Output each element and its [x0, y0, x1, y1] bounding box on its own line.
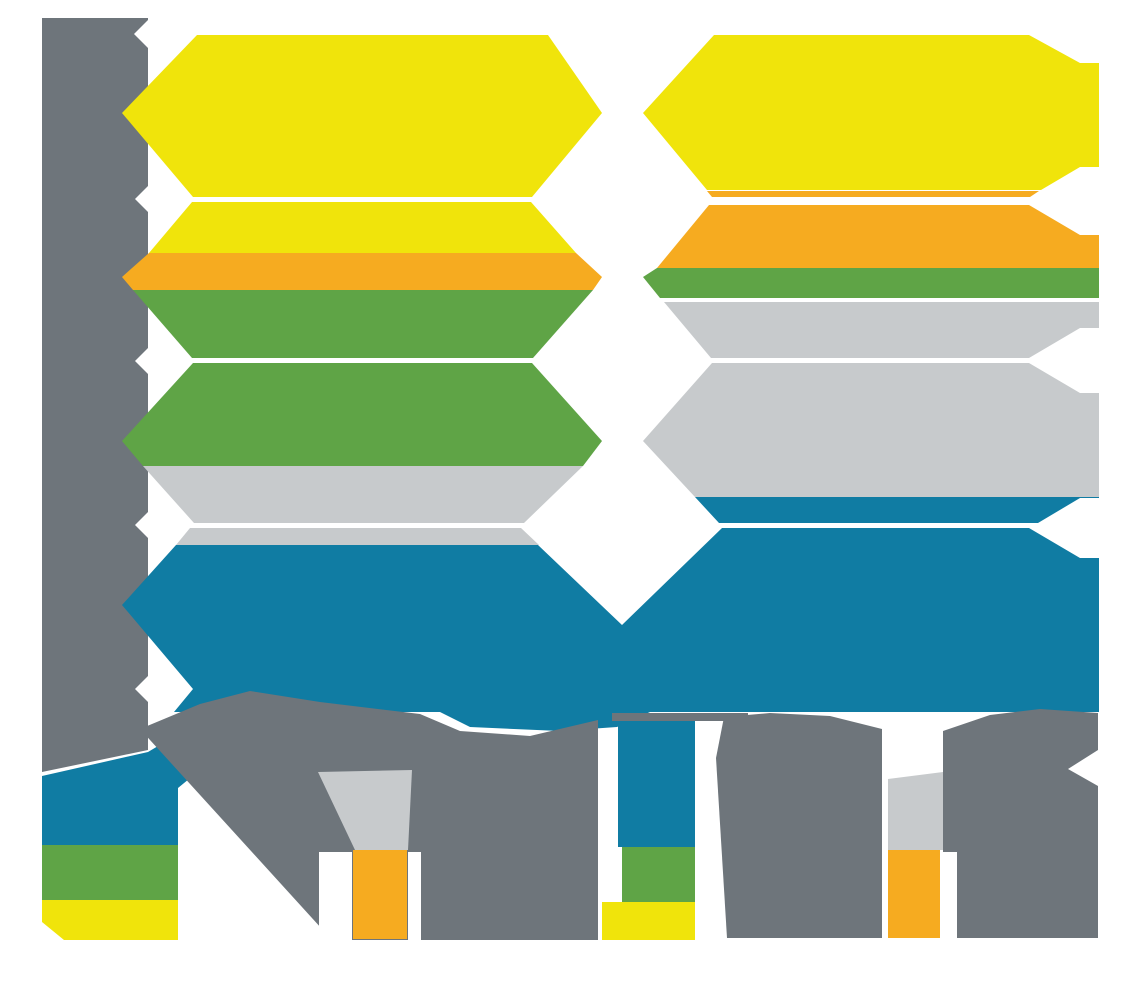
- merged-teal-band: [122, 528, 1099, 731]
- left-banner-lightgray: [143, 466, 583, 523]
- right-strip-orange-thin: [707, 191, 1039, 197]
- orange-vertical-bar-left: [353, 850, 407, 939]
- right-banner-lightgray-upper: [664, 302, 1099, 358]
- left-banner-green-large: [122, 363, 602, 466]
- bottom-middle-gray-strip: [612, 713, 748, 721]
- right-banner-lightgray-large: [643, 363, 1099, 497]
- white-gap-left-2: [408, 852, 421, 940]
- left-banner-green-upper: [133, 290, 593, 358]
- bottom-middle-bar-green: [622, 847, 695, 902]
- spine-notch-2: [135, 186, 148, 212]
- spine-notch-3: [135, 348, 148, 374]
- bottom-left-bar-yellow: [42, 900, 178, 940]
- left-banner-orange: [122, 253, 602, 290]
- vertical-spine-ribbon: [42, 18, 148, 772]
- white-gap-left-1: [319, 852, 352, 940]
- bottom-middle-bar-yellow: [602, 902, 695, 940]
- orange-vertical-bar-right: [888, 850, 940, 938]
- lightgray-wedge-left: [318, 770, 412, 850]
- lightgray-wedge-right: [888, 772, 943, 850]
- right-banner-orange: [657, 205, 1099, 268]
- spine-notch-4: [135, 512, 148, 538]
- right-banner-yellow-large: [643, 35, 1099, 190]
- gray-blob-middle: [716, 713, 882, 938]
- bottom-middle-bar-teal: [618, 721, 695, 847]
- bottom-left-bar-green: [42, 845, 178, 900]
- gray-blob-right: [943, 709, 1098, 938]
- right-strip-green: [643, 268, 1099, 298]
- spine-notch-5: [135, 676, 148, 702]
- right-strip-teal-thin: [695, 497, 1099, 523]
- left-banner-yellow-large: [122, 35, 602, 197]
- white-gap-right: [941, 852, 957, 940]
- left-banner-yellow-small: [149, 202, 576, 253]
- left-banner-lightgray-thin: [176, 528, 539, 545]
- spine-notch-1: [134, 20, 148, 48]
